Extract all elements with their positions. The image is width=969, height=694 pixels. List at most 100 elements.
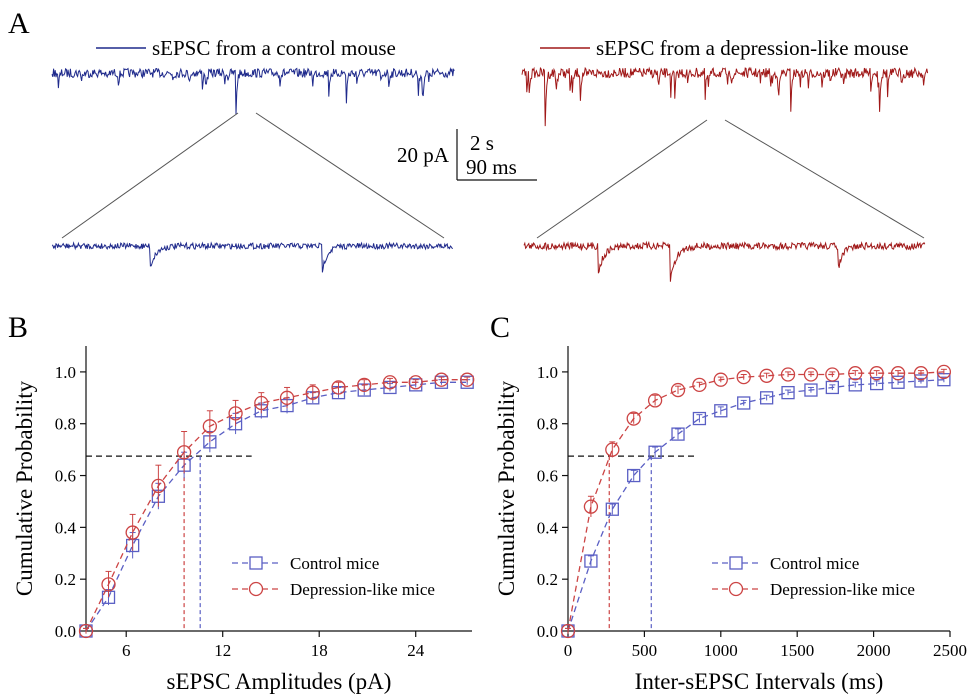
series-line <box>85 381 468 632</box>
data-point <box>804 383 818 397</box>
data-point <box>671 427 685 441</box>
data-point <box>605 442 620 457</box>
data-point <box>228 406 243 421</box>
data-point <box>713 372 728 387</box>
data-point <box>759 391 774 405</box>
x-tick-label: 12 <box>214 641 231 660</box>
data-point <box>890 366 906 381</box>
y-tick-label: 0.6 <box>537 467 558 486</box>
data-point <box>714 404 728 418</box>
data-point <box>254 395 269 411</box>
y-tick-label: 0.6 <box>55 467 76 486</box>
y-tick-label: 0.0 <box>537 622 558 641</box>
x-axis-label: sEPSC Amplitudes (pA) <box>167 669 392 694</box>
data-point <box>408 375 423 390</box>
data-point <box>279 390 295 405</box>
legend-label: Control mice <box>290 554 379 573</box>
data-point <box>151 478 166 494</box>
data-point <box>176 445 192 460</box>
data-point <box>357 377 372 393</box>
data-point <box>848 378 862 392</box>
series-line <box>85 379 468 632</box>
data-point <box>803 367 819 382</box>
data-point <box>101 577 116 592</box>
y-tick-label: 1.0 <box>537 363 558 382</box>
data-point <box>626 411 641 426</box>
legend-label-depression-trace: sEPSC from a depression-like mouse <box>596 36 909 60</box>
x-tick-label: 18 <box>311 641 328 660</box>
data-point <box>605 502 619 516</box>
zoom-line-right-2 <box>724 119 925 239</box>
scale-bar-time-long: 2 s <box>470 131 494 155</box>
x-tick-label: 2000 <box>857 641 891 660</box>
y-axis-label: Cumulative Probability <box>494 380 519 596</box>
y-tick-label: 0.2 <box>55 570 76 589</box>
zoom-line-right-1 <box>536 119 708 239</box>
zoom-line-left-1 <box>61 112 239 239</box>
panel-a: A sEPSC from a control mouse sEPSC from … <box>8 7 929 282</box>
y-tick-label: 0.4 <box>55 518 77 537</box>
legend-label: Depression-like mice <box>290 580 435 599</box>
trace-control-zoom <box>51 241 454 273</box>
legend-label: Depression-like mice <box>770 580 915 599</box>
data-point <box>692 411 707 426</box>
trace-control-long <box>51 67 455 115</box>
legend-marker <box>249 556 263 570</box>
series-line <box>567 371 944 632</box>
trace-depression-long <box>521 66 929 127</box>
data-point <box>305 385 320 400</box>
y-tick-label: 1.0 <box>55 363 76 382</box>
data-point <box>648 445 662 459</box>
data-point <box>737 396 751 410</box>
data-point <box>125 525 140 540</box>
data-point <box>78 623 94 639</box>
y-tick-label: 0.4 <box>537 518 559 537</box>
data-point <box>848 366 863 381</box>
panel-a-label: A <box>8 7 30 40</box>
data-point <box>780 367 796 382</box>
data-point <box>627 468 641 483</box>
legend-marker <box>728 581 744 597</box>
panel-b-label: B <box>8 311 28 344</box>
x-tick-label: 0 <box>564 641 573 660</box>
data-point <box>584 554 598 568</box>
x-tick-label: 2500 <box>933 641 967 660</box>
data-point <box>434 372 449 387</box>
x-tick-label: 6 <box>122 641 131 660</box>
data-point <box>382 375 398 390</box>
scale-bar-time-zoom: 90 ms <box>466 155 517 179</box>
legend-marker <box>729 556 743 570</box>
y-tick-label: 0.8 <box>55 415 76 434</box>
scale-bar-amplitude: 20 pA <box>397 143 450 167</box>
data-point <box>870 376 884 391</box>
data-point <box>583 499 599 514</box>
data-point <box>331 380 346 395</box>
series-depression <box>78 372 475 639</box>
legend-label-control-trace: sEPSC from a control mouse <box>152 36 396 60</box>
data-point <box>670 382 686 398</box>
data-point <box>759 368 774 383</box>
y-tick-label: 0.0 <box>55 622 76 641</box>
data-point <box>647 393 663 408</box>
data-point <box>460 372 475 387</box>
data-point <box>869 366 884 381</box>
chart-panel-c: 0.0 0.2 0.4 0.6 0.8 1.0 0 500 1000 1500 2000 2500 In… <box>494 346 967 694</box>
data-point <box>692 377 707 393</box>
data-point <box>936 364 952 380</box>
data-point <box>825 367 840 382</box>
data-point <box>891 375 905 389</box>
panel-c-label: C <box>490 311 510 344</box>
data-point <box>913 366 929 381</box>
data-point <box>736 369 751 385</box>
x-tick-label: 1000 <box>704 641 738 660</box>
series-depression <box>560 364 952 639</box>
x-tick-label: 24 <box>407 641 425 660</box>
data-point <box>202 419 217 434</box>
zoom-line-left-2 <box>255 112 445 239</box>
chart-panel-b: 0.0 0.2 0.4 0.6 0.8 1.0 6 12 18 24 sEPSC Amplitude… <box>12 346 475 694</box>
legend-marker <box>248 581 264 597</box>
data-point <box>781 385 795 400</box>
y-tick-label: 0.2 <box>537 570 558 589</box>
x-axis-label: Inter-sEPSC Intervals (ms) <box>635 669 884 694</box>
